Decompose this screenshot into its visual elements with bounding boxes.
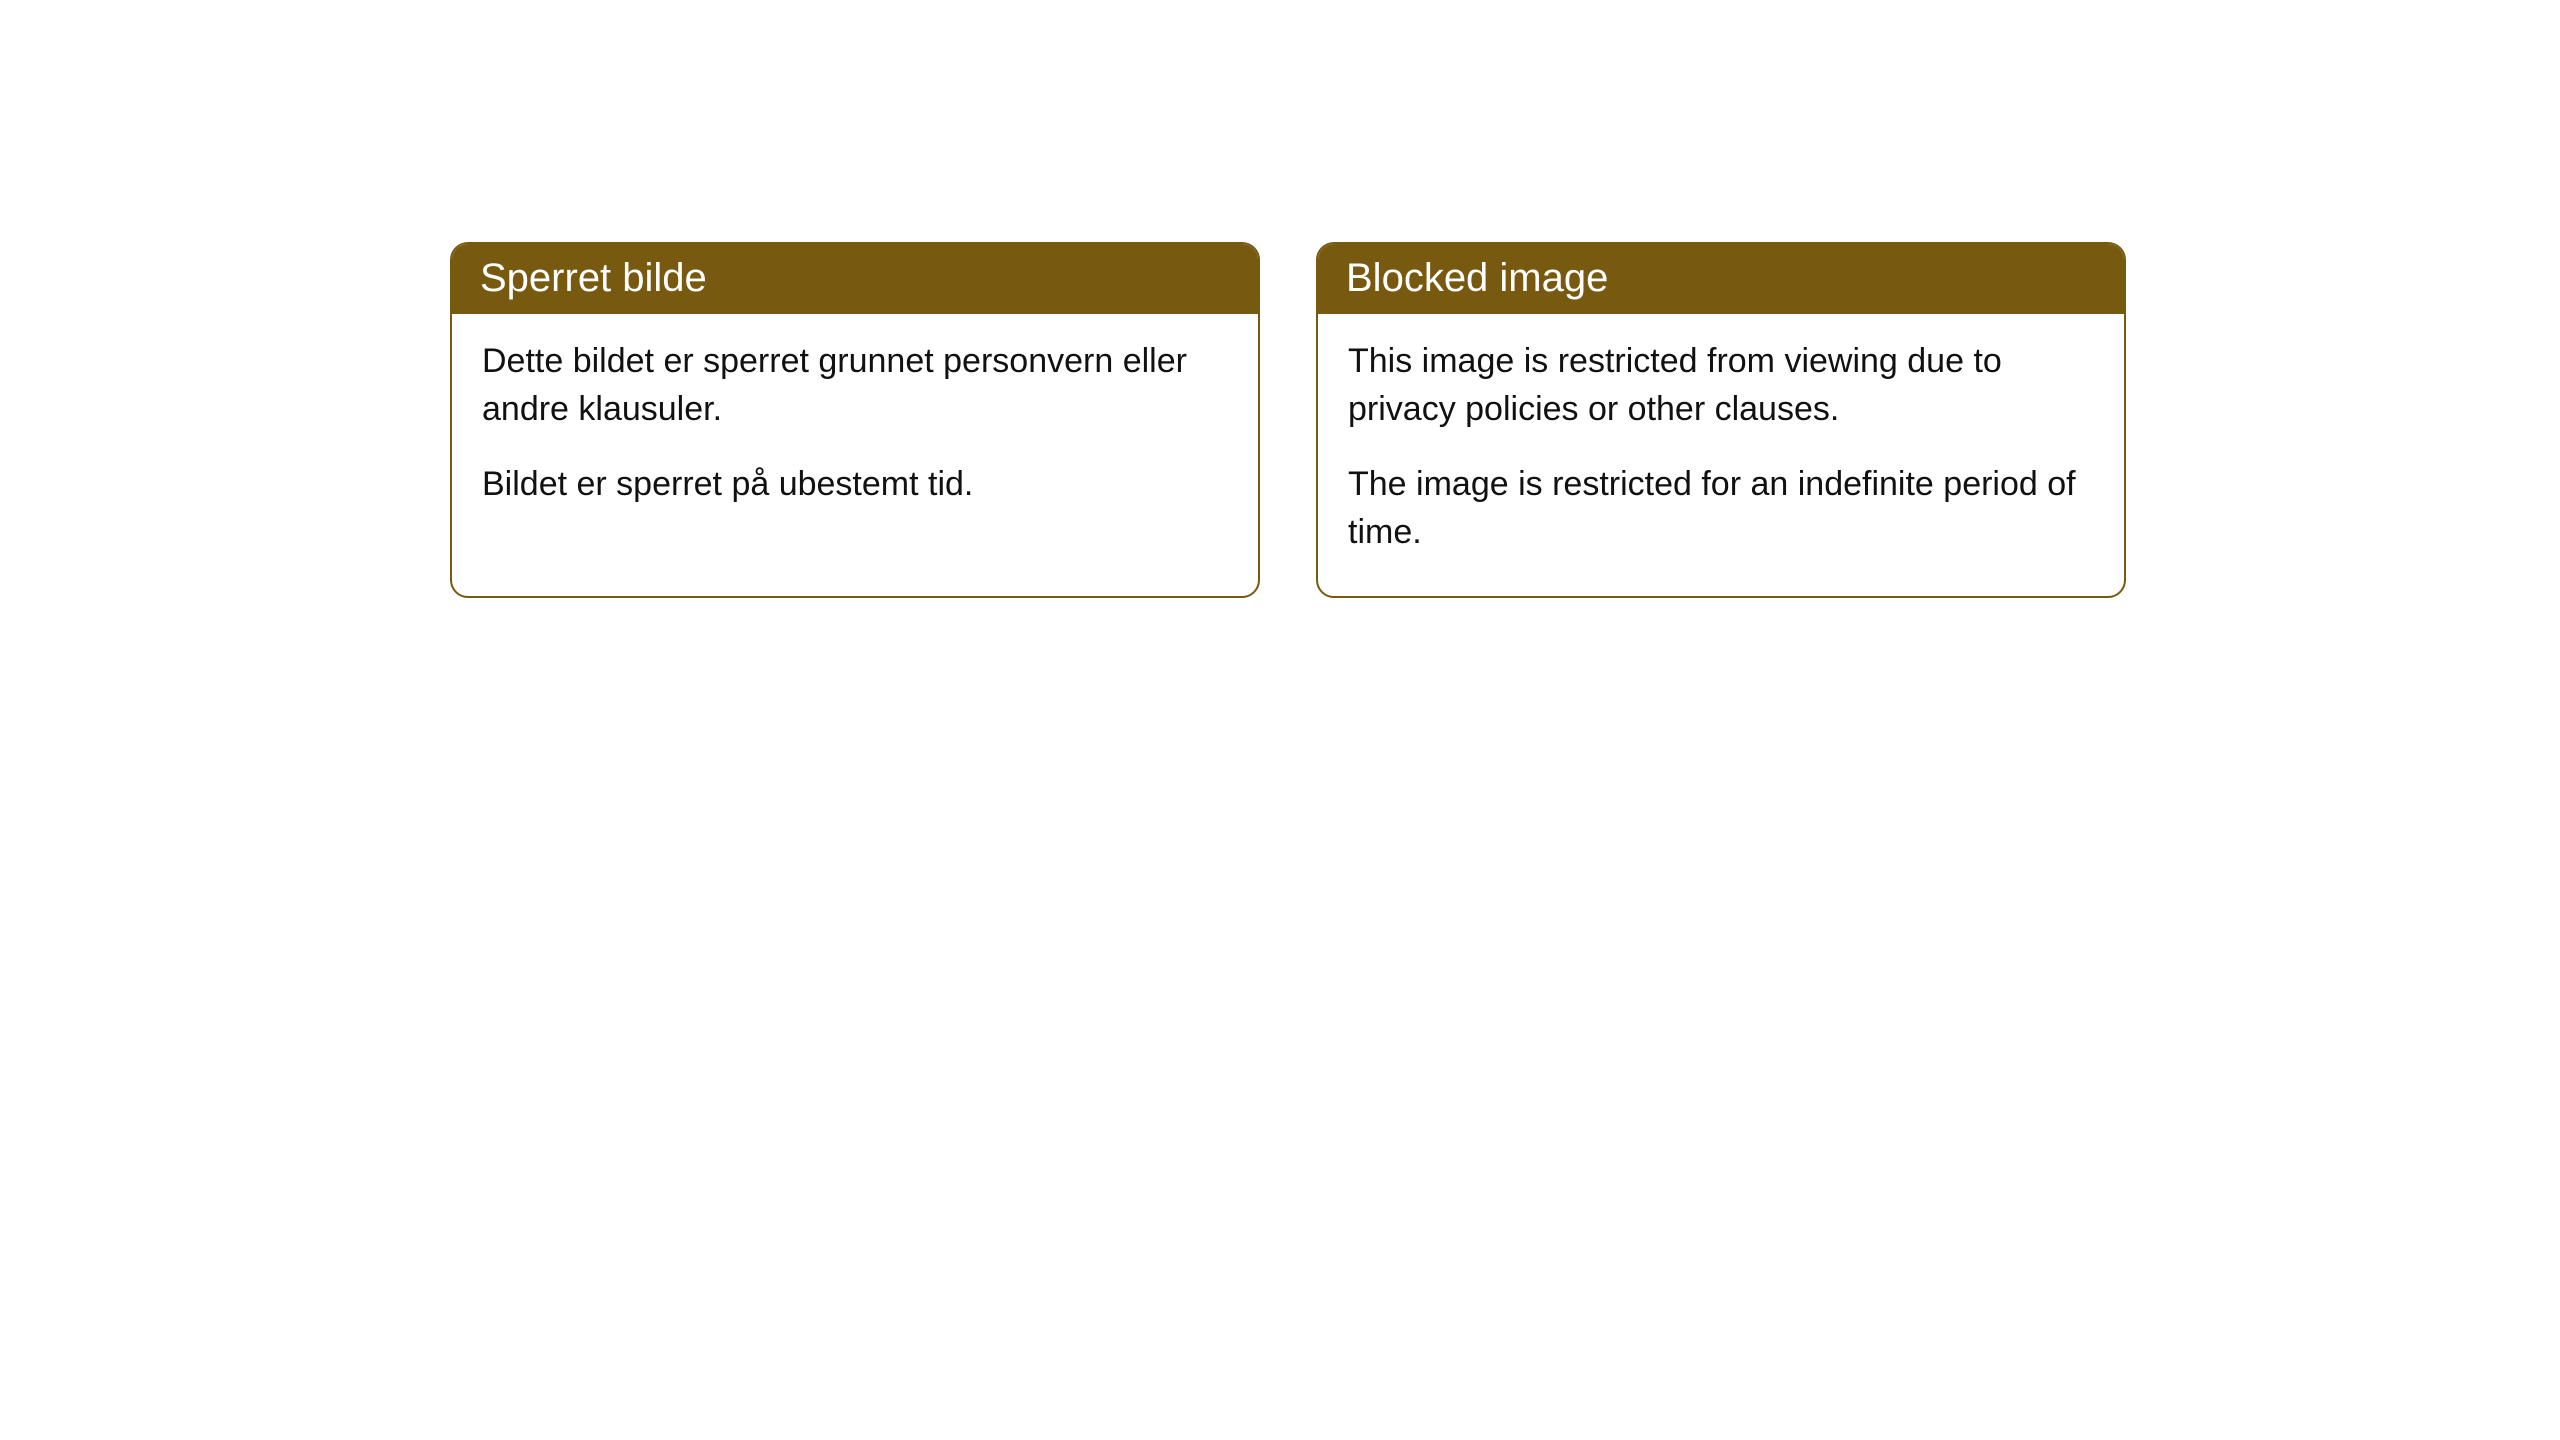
cards-container: Sperret bilde Dette bildet er sperret gr… xyxy=(0,0,2560,598)
card-body-en: This image is restricted from viewing du… xyxy=(1318,314,2124,596)
card-paragraph-2-en: The image is restricted for an indefinit… xyxy=(1348,461,2094,556)
blocked-image-card-en: Blocked image This image is restricted f… xyxy=(1316,242,2126,598)
card-title-en: Blocked image xyxy=(1318,244,2124,314)
card-title-no: Sperret bilde xyxy=(452,244,1258,314)
blocked-image-card-no: Sperret bilde Dette bildet er sperret gr… xyxy=(450,242,1260,598)
card-paragraph-1-en: This image is restricted from viewing du… xyxy=(1348,338,2094,433)
card-body-no: Dette bildet er sperret grunnet personve… xyxy=(452,314,1258,549)
card-paragraph-2-no: Bildet er sperret på ubestemt tid. xyxy=(482,461,1228,509)
card-paragraph-1-no: Dette bildet er sperret grunnet personve… xyxy=(482,338,1228,433)
